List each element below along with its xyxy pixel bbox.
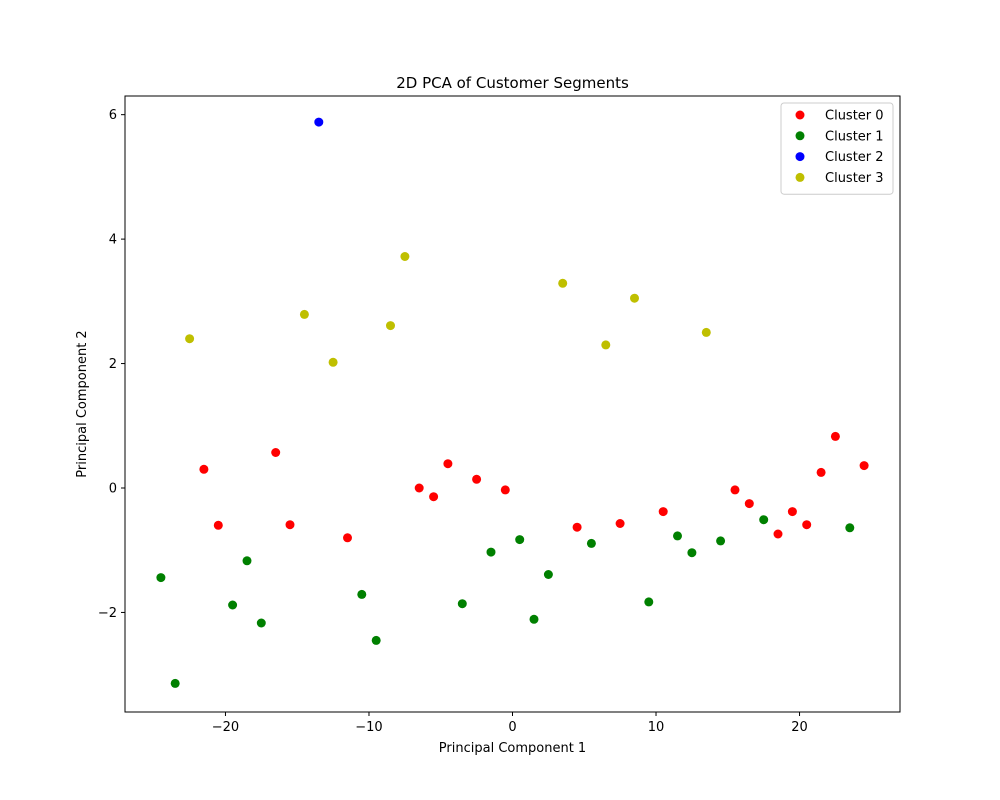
legend-marker — [795, 172, 805, 182]
cluster-0-point — [730, 485, 740, 495]
y-tick-label: 2 — [109, 357, 117, 372]
legend-marker — [795, 152, 805, 162]
y-axis-ticks: −2 0 2 4 6 — [98, 108, 125, 621]
cluster-1-point — [529, 614, 539, 624]
cluster-0-point — [343, 533, 352, 543]
cluster-3-point — [328, 357, 338, 367]
x-tick-label: 20 — [791, 720, 808, 735]
x-tick-label: 10 — [648, 720, 665, 735]
legend-label: Cluster 0 — [825, 109, 884, 124]
cluster-1-point — [357, 589, 367, 599]
cluster-0-point — [572, 522, 582, 532]
cluster-1-point — [845, 523, 855, 533]
cluster-0-point — [414, 483, 424, 493]
cluster-1-point — [457, 599, 467, 609]
cluster-3-point — [400, 252, 410, 261]
cluster-0-point — [816, 467, 826, 477]
legend: Cluster 0 Cluster 1 Cluster 2 Cluster 3 — [780, 102, 894, 195]
x-tick-label: 0 — [508, 720, 516, 735]
cluster-1-point — [759, 515, 769, 525]
x-axis-ticks: −20 −10 0 10 20 — [212, 712, 808, 735]
cluster-0-point — [271, 448, 281, 457]
legend-box — [780, 102, 894, 195]
legend-marker — [795, 110, 805, 120]
cluster-0-point — [472, 474, 482, 484]
cluster-0-point — [802, 520, 812, 530]
cluster-3-point — [601, 340, 611, 350]
cluster-0-point — [615, 519, 625, 528]
cluster-0-point — [744, 499, 754, 509]
cluster-1-point — [170, 678, 180, 688]
cluster-2-point — [314, 117, 324, 127]
y-tick-label: 6 — [109, 108, 117, 123]
cluster-3-point — [558, 278, 568, 288]
cluster-1-point — [586, 538, 596, 548]
cluster-1-point — [228, 600, 238, 610]
cluster-1-point — [515, 535, 525, 545]
cluster-3-point — [386, 321, 395, 331]
cluster-0-point — [500, 485, 510, 495]
cluster-0-point — [213, 520, 223, 530]
x-axis-label: Principal Component 1 — [439, 741, 586, 756]
cluster-0-point — [429, 492, 439, 502]
cluster-1-point — [486, 547, 496, 557]
cluster-3-point — [185, 334, 195, 344]
legend-label: Cluster 1 — [825, 129, 884, 144]
cluster-1-point — [156, 573, 166, 583]
y-axis-label: Principal Component 2 — [75, 330, 90, 477]
cluster-1-point — [644, 597, 654, 607]
cluster-1-point — [716, 536, 726, 546]
cluster-1-point — [242, 556, 252, 566]
cluster-0-point — [830, 431, 840, 441]
cluster-3-point — [630, 293, 639, 303]
cluster-0-point — [773, 529, 783, 539]
x-tick-label: −10 — [355, 720, 382, 735]
cluster-1-point — [371, 635, 381, 645]
legend-label: Cluster 3 — [825, 171, 884, 186]
data-points — [156, 117, 869, 688]
y-tick-label: 4 — [109, 233, 117, 248]
y-tick-label: −2 — [98, 606, 117, 621]
cluster-0-point — [199, 464, 209, 474]
cluster-0-point — [859, 461, 869, 471]
cluster-0-point — [658, 507, 668, 517]
cluster-1-point — [687, 548, 697, 558]
cluster-0-point — [443, 459, 453, 469]
cluster-0-point — [285, 520, 295, 530]
y-tick-label: 0 — [109, 482, 117, 497]
cluster-3-point — [299, 309, 309, 319]
legend-marker — [795, 131, 805, 141]
cluster-3-point — [701, 327, 711, 337]
cluster-1-point — [256, 618, 266, 628]
cluster-1-point — [673, 531, 682, 541]
legend-label: Cluster 2 — [825, 150, 884, 165]
cluster-0-point — [787, 507, 797, 517]
cluster-1-point — [543, 570, 553, 579]
x-tick-label: −20 — [212, 720, 239, 735]
chart-title: 2D PCA of Customer Segments — [396, 74, 629, 92]
